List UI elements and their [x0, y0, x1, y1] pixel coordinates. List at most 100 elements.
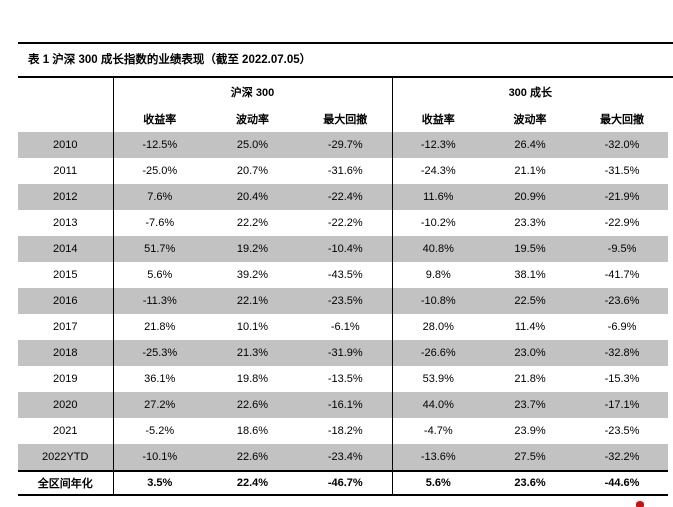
row-label-cell: 2020: [18, 392, 113, 418]
value-cell: 19.2%: [206, 236, 299, 262]
value-cell: 18.6%: [236, 425, 269, 437]
row-label-cell: 2014: [18, 236, 113, 262]
value-cell: 11.4%: [514, 321, 546, 333]
value-cell: -16.1%: [299, 392, 393, 418]
row-label-cell: 全区间年化: [18, 470, 113, 496]
col-header-maxdrawdown-growth300: 最大回撤: [576, 105, 669, 132]
value-cell: 19.8%: [236, 373, 269, 385]
value-cell: -9.5%: [576, 236, 669, 262]
row-label-cell: 2018: [18, 340, 113, 366]
value-cell: -22.2%: [327, 217, 363, 229]
value-cell: -23.6%: [576, 288, 669, 314]
value-cell: 27.2%: [112, 392, 206, 418]
sub-header-row: 收益率 波动率 最大回撤 收益率 波动率 最大回撤: [18, 105, 669, 132]
value-cell: 38.1%: [514, 269, 546, 281]
value-cell: 36.1%: [112, 366, 206, 392]
total-row: 全区间年化 3.5% 22.4% -46.7% 5.6% 23.6% -44.6%: [18, 470, 669, 496]
value-cell: 53.9%: [391, 366, 485, 392]
value-cell: 5.6%: [391, 470, 485, 496]
col-header-return-hs300: 收益率: [112, 105, 206, 132]
value-cell: 25.0%: [206, 132, 299, 158]
value-cell: 10.1%: [236, 321, 269, 333]
value-cell: -23.4%: [299, 444, 393, 471]
value-cell: -32.2%: [576, 444, 669, 471]
value-cell: 23.9%: [514, 425, 546, 437]
value-cell: 23.3%: [514, 217, 546, 229]
value-cell: 19.5%: [484, 236, 577, 262]
col-header-maxdrawdown-hs300: 最大回撤: [299, 105, 393, 132]
value-cell: -25.3%: [112, 340, 206, 366]
row-label-cell: 2013: [53, 217, 78, 229]
value-cell: 40.8%: [391, 236, 485, 262]
group-header-growth300: 300 成长: [391, 78, 669, 105]
group-header-row: 沪深 300 300 成长: [18, 78, 669, 105]
value-cell: -41.7%: [604, 269, 640, 281]
table-row: 2022YTD -10.1% 22.6% -23.4% -13.6% 27.5% -32.2…: [18, 444, 669, 471]
value-cell: 23.7%: [484, 392, 577, 418]
value-cell: 20.7%: [236, 165, 269, 177]
value-cell: 21.8%: [514, 373, 546, 385]
table-row: 2015 5.6% 39.2% -43.5% 9.8% 38.1% -41.7%: [18, 262, 668, 288]
table-row: 2011 -25.0% 20.7% -31.6% -24.3% 21.1% -31.5%: [18, 158, 668, 184]
value-cell: 22.4%: [206, 470, 299, 496]
value-cell: -18.2%: [327, 425, 363, 437]
value-cell: -24.3%: [391, 158, 485, 184]
value-cell: 22.5%: [484, 288, 577, 314]
value-cell: -32.0%: [576, 132, 669, 158]
value-cell: -10.2%: [391, 210, 485, 236]
top-rule: [18, 42, 673, 44]
value-cell: -6.1%: [330, 321, 360, 333]
value-cell: -21.9%: [576, 184, 669, 210]
value-cell: -31.5%: [604, 165, 640, 177]
table-body: 2010 -12.5% 25.0% -29.7% -12.3% 26.4% -32.0% 20…: [18, 132, 669, 496]
row-label-cell: 2015: [53, 269, 78, 281]
performance-table: 沪深 300 300 成长 收益率 波动率 最大回撤 收益率 波动率 最大回撤 …: [18, 78, 669, 496]
value-cell: -12.5%: [112, 132, 206, 158]
value-cell: -22.4%: [299, 184, 393, 210]
value-cell: 5.6%: [112, 262, 206, 288]
table-row: 2017 21.8% 10.1% -6.1% 28.0% 11.4% -6.9%: [18, 314, 668, 340]
value-cell: -15.3%: [604, 373, 640, 385]
value-cell: 20.4%: [206, 184, 299, 210]
table-row: 2020 27.2% 22.6% -16.1% 44.0% 23.7% -17.1%: [18, 392, 669, 418]
value-cell: 26.4%: [484, 132, 577, 158]
value-cell: -23.5%: [604, 425, 640, 437]
value-cell: 20.9%: [484, 184, 577, 210]
value-cell: 44.0%: [391, 392, 485, 418]
value-cell: -4.7%: [391, 418, 485, 444]
partial-red-mark: [636, 501, 644, 507]
value-cell: -32.8%: [576, 340, 669, 366]
value-cell: 22.2%: [236, 217, 269, 229]
value-cell: 39.2%: [236, 269, 269, 281]
value-cell: 23.6%: [484, 470, 577, 496]
value-cell: 22.6%: [206, 392, 299, 418]
value-cell: -10.8%: [391, 288, 485, 314]
value-cell: -44.6%: [576, 470, 669, 496]
value-cell: 22.6%: [206, 444, 299, 471]
value-cell: 21.8%: [112, 314, 206, 340]
row-label-cell: 2010: [18, 132, 113, 158]
row-label-cell: 2011: [53, 165, 78, 177]
value-cell: 23.0%: [484, 340, 577, 366]
value-cell: -29.7%: [299, 132, 393, 158]
row-label-cell: 2017: [53, 321, 78, 333]
value-cell: -23.5%: [299, 288, 393, 314]
title-underline-rule: [18, 76, 673, 78]
value-cell: -31.6%: [327, 165, 363, 177]
table-title: 表 1 沪深 300 成长指数的业绩表现（截至 2022.07.05）: [28, 54, 312, 66]
value-cell: 3.5%: [112, 470, 206, 496]
value-cell: 22.1%: [206, 288, 299, 314]
value-cell: -11.3%: [112, 288, 206, 314]
col-header-volatility-hs300: 波动率: [206, 105, 299, 132]
col-header-return-growth300: 收益率: [391, 105, 485, 132]
value-cell: -43.5%: [327, 269, 363, 281]
value-cell: -10.4%: [299, 236, 393, 262]
table-row: 2014 51.7% 19.2% -10.4% 40.8% 19.5% -9.5%: [18, 236, 669, 262]
row-label-cell: 2016: [18, 288, 113, 314]
value-cell: 51.7%: [112, 236, 206, 262]
corner-cell: [18, 105, 113, 132]
value-cell: -13.5%: [327, 373, 363, 385]
row-label-cell: 2012: [18, 184, 113, 210]
row-label-cell: 2019: [53, 373, 78, 385]
